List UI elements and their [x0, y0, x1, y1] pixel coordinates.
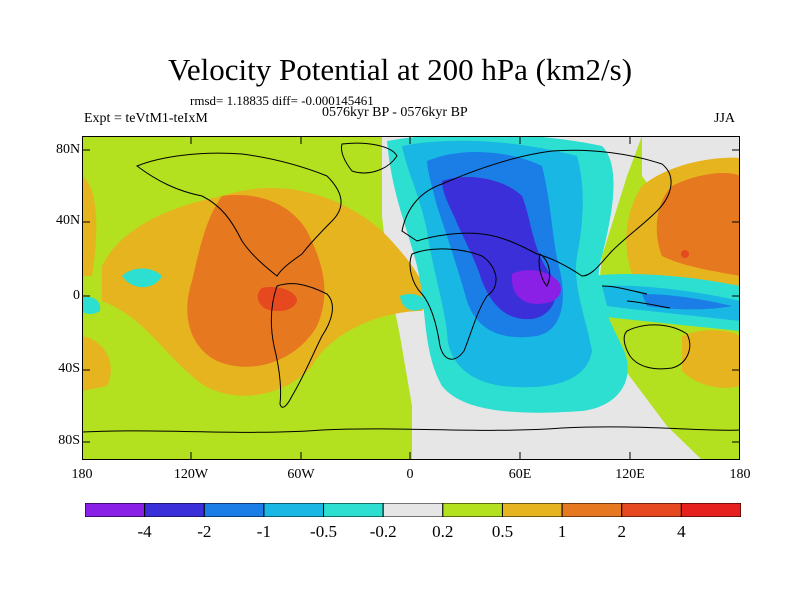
- colorbar-swatch: [323, 503, 384, 517]
- colorbar-swatch: [382, 503, 444, 517]
- season-label: JJA: [714, 111, 736, 126]
- velocity-potential-map: [82, 136, 740, 460]
- lat-label-80s: 80S: [58, 433, 80, 448]
- stats-line: rmsd= 1.18835 diff= -0.000145461: [190, 93, 374, 108]
- field-neg-strong-pacific: [642, 294, 732, 310]
- colorbar-swatch: [561, 503, 623, 517]
- field-pos-mid-westedge: [82, 176, 97, 276]
- coast-indonesia: [601, 285, 671, 309]
- period-label: 0576kyr BP - 0576kyr BP: [322, 105, 468, 120]
- lon-label-60e: 60E: [508, 467, 532, 482]
- colorbar-swatch: [621, 503, 682, 517]
- field-pos-mid-southpacific: [682, 330, 740, 388]
- colorbar-swatch: [144, 503, 205, 517]
- map-title: Velocity Potential at 200 hPa (km2/s): [167, 52, 633, 87]
- colorbar-label: -4: [137, 522, 152, 541]
- colorbar-swatch: [501, 503, 563, 517]
- colorbar-label: -0.5: [310, 522, 337, 541]
- colorbar: [85, 503, 741, 517]
- colorbar-label: 0.2: [432, 522, 454, 541]
- field-pos-mid-southedge: [82, 336, 111, 391]
- colorbar-label: 4: [677, 522, 686, 541]
- coast-africa: [409, 248, 497, 360]
- coast-south-america: [270, 283, 333, 408]
- coast-greenland: [341, 142, 398, 174]
- coastlines: [82, 142, 740, 433]
- coast-india: [538, 253, 551, 287]
- colorbar-swatch: [85, 503, 146, 517]
- lon-label-180e: 180: [729, 467, 751, 482]
- field-pos-stronger-samerica: [257, 286, 297, 312]
- map-frame: [82, 136, 740, 460]
- colorbar-swatch: [203, 503, 265, 517]
- lat-ticks: [82, 149, 740, 443]
- field-pos-strong-americas: [187, 195, 325, 367]
- field-neg-weak-epacific-2: [82, 296, 101, 315]
- field-pos-strong-pacific: [656, 173, 740, 276]
- field-neg-max: [511, 270, 561, 304]
- field-neg-weak-epacific-1: [122, 268, 162, 288]
- colorbar-label: 2: [617, 522, 626, 541]
- lat-label-40s: 40S: [58, 361, 80, 376]
- coast-antarctica: [82, 426, 740, 433]
- colorbar-label: 1: [557, 522, 567, 541]
- lon-label-120w: 120W: [173, 467, 209, 482]
- coast-australia: [623, 324, 691, 370]
- colorbar-label: 0.5: [491, 522, 514, 541]
- colorbar-swatch: [442, 503, 503, 517]
- coast-eurasia: [401, 149, 672, 277]
- lon-label-0: 0: [406, 467, 414, 482]
- lon-label-120e: 120E: [615, 467, 645, 482]
- coast-north-america: [135, 152, 342, 277]
- colorbar-label: -1: [256, 522, 271, 541]
- colorbar-label: -0.2: [369, 522, 397, 541]
- lat-label-80n: 80N: [56, 142, 81, 157]
- field-neg-weak-atlantic: [400, 294, 427, 311]
- lon-label-60w: 60W: [287, 467, 315, 482]
- lon-label-180w: 180: [71, 467, 93, 482]
- colorbar-swatch: [263, 503, 325, 517]
- lat-label-40n: 40N: [56, 213, 81, 228]
- colorbar-swatch: [680, 503, 741, 517]
- experiment-label: Expt = teVtM1-teIxM: [84, 111, 208, 126]
- colorbar-label: -2: [197, 522, 212, 541]
- lat-label-eq: 0: [73, 288, 80, 303]
- lon-ticks: [190, 136, 631, 460]
- field-pos-stronger-pacific: [681, 250, 689, 258]
